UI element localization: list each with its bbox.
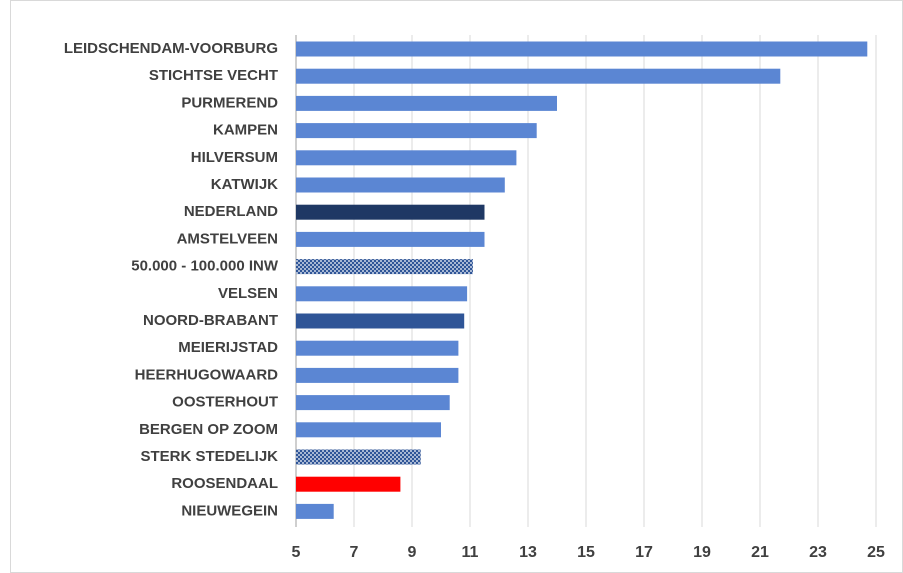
bar [296,422,441,438]
y-tick-label: 50.000 - 100.000 INW [131,258,279,275]
bar [296,204,485,220]
x-tick-label: 7 [350,544,359,561]
y-tick-label: NOORD-BRABANT [143,312,278,329]
x-tick-label: 11 [462,544,479,561]
bar [296,503,334,519]
bar [296,231,485,247]
bar [296,340,459,356]
y-tick-label: BERGEN OP ZOOM [139,421,278,438]
x-tick-label: 17 [635,544,653,561]
y-tick-label: VELSEN [218,285,278,302]
x-tick-label: 9 [408,544,417,561]
y-tick-label: KAMPEN [213,122,278,139]
y-tick-label: STERK STEDELIJK [140,448,278,465]
y-tick-label: NEDERLAND [184,203,278,220]
y-tick-label: ROOSENDAAL [171,475,278,492]
bar [296,259,473,275]
bar [296,476,401,492]
bar [296,95,557,111]
bar [296,123,537,139]
y-tick-label: MEIERIJSTAD [178,339,278,356]
x-tick-label: 23 [809,544,827,561]
y-tick-label: PURMEREND [181,94,278,111]
bar [296,177,505,193]
y-tick-label: AMSTELVEEN [177,230,278,247]
bar [296,367,459,383]
bar [296,395,450,411]
bar [296,41,868,57]
x-tick-label: 19 [693,544,711,561]
y-tick-label: STICHTSE VECHT [149,67,278,84]
x-tick-label: 21 [751,544,769,561]
bar [296,68,781,84]
y-tick-label: NIEUWEGEIN [181,502,278,519]
bar [296,449,421,465]
bar [296,150,517,166]
x-tick-label: 25 [867,544,885,561]
x-tick-label: 15 [577,544,595,561]
y-tick-label: OOSTERHOUT [172,394,278,411]
y-tick-label: HILVERSUM [191,149,278,166]
x-tick-label: 5 [292,544,301,561]
bar [296,286,468,302]
x-tick-label: 13 [519,544,537,561]
bar [296,313,465,329]
y-tick-label: LEIDSCHENDAM-VOORBURG [64,40,278,57]
y-tick-label: KATWIJK [211,176,278,193]
y-tick-label: HEERHUGOWAARD [135,366,279,383]
